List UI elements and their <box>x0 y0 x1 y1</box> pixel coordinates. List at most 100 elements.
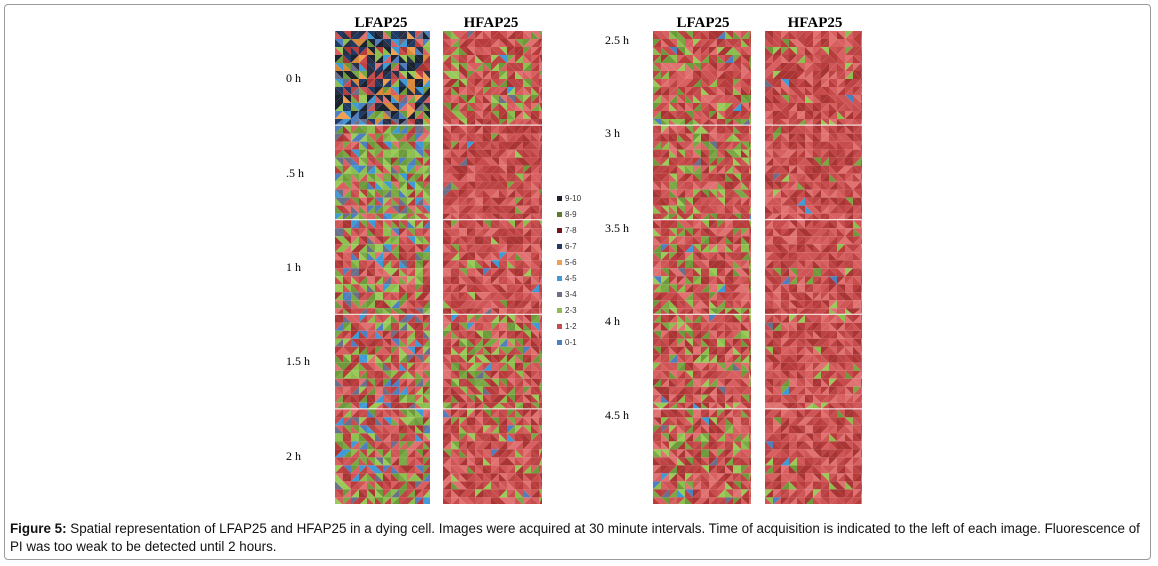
mosaic-tile <box>741 220 749 229</box>
mosaic-tile <box>853 125 861 134</box>
mosaic-tile <box>383 103 391 111</box>
mosaic-tile <box>709 157 717 166</box>
mosaic-tile <box>539 95 542 103</box>
mosaic-tile <box>773 95 781 103</box>
mosaic-tile <box>391 197 399 206</box>
mosaic-tile <box>359 133 367 142</box>
mosaic-tile <box>531 119 539 126</box>
mosaic-tile <box>661 308 669 315</box>
mosaic-tile <box>709 228 717 237</box>
mosaic-tile <box>813 87 821 95</box>
mosaic-tile <box>805 39 813 47</box>
mosaic-tile <box>741 497 749 504</box>
mosaic-tile <box>669 95 677 103</box>
mosaic-tile <box>375 338 383 347</box>
mosaic-tile <box>383 284 391 293</box>
mosaic-tile <box>539 141 542 150</box>
mosaic-tile <box>451 205 459 214</box>
mosaic-tile <box>483 386 491 395</box>
mosaic-tile <box>475 338 483 347</box>
mosaic-tile <box>741 39 749 47</box>
mosaic-tile <box>539 260 542 269</box>
mosaic-tile <box>443 47 451 55</box>
mosaic-tile <box>701 370 709 379</box>
mosaic-tile <box>351 87 359 95</box>
mosaic-tile <box>669 55 677 63</box>
mosaic-tile <box>701 205 709 214</box>
mosaic-tile <box>491 370 499 379</box>
mosaic-tile <box>749 125 751 134</box>
mosaic-tile <box>539 79 542 87</box>
mosaic-tile <box>459 402 467 410</box>
mosaic-tile <box>717 95 725 103</box>
mosaic-tile <box>415 149 423 158</box>
mosaic-tile <box>765 141 773 150</box>
mosaic-tile <box>677 133 685 142</box>
mosaic-tile <box>423 157 430 166</box>
mosaic-tile <box>653 55 661 63</box>
mosaic-tile <box>391 111 399 119</box>
mosaic-tile <box>383 149 391 158</box>
mosaic-tile <box>499 149 507 158</box>
mosaic-tile <box>475 489 483 498</box>
mosaic-tile <box>335 252 343 261</box>
mosaic-tile <box>343 378 351 387</box>
mosaic-tile <box>491 433 499 442</box>
mosaic-tile <box>531 409 539 418</box>
mosaic-tile <box>515 449 523 458</box>
mosaic-tile <box>765 111 773 119</box>
mosaic-tile <box>399 481 407 490</box>
mosaic-tile <box>685 276 693 285</box>
mosaic-tile <box>383 157 391 166</box>
mosaic-tile <box>423 402 430 410</box>
mosaic-tile <box>685 149 693 158</box>
mosaic-tile <box>733 213 741 221</box>
mosaic-tile <box>685 141 693 150</box>
mosaic-tile <box>467 103 475 111</box>
mosaic-tile <box>725 87 733 95</box>
mosaic-tile <box>407 236 415 245</box>
mosaic-tile <box>685 354 693 363</box>
mosaic-tile <box>845 141 853 150</box>
mosaic-tile <box>709 197 717 206</box>
mosaic-tile <box>749 308 751 315</box>
panel-separator <box>653 124 751 126</box>
mosaic-tile <box>491 47 499 55</box>
mosaic-tile <box>399 236 407 245</box>
mosaic-tile <box>749 268 751 277</box>
mosaic-tile <box>523 465 531 474</box>
mosaic-tile <box>797 141 805 150</box>
mosaic-tile <box>741 71 749 79</box>
mosaic-tile <box>531 314 539 323</box>
mosaic-tile <box>781 71 789 79</box>
mosaic-tile <box>383 260 391 269</box>
mosaic-tile <box>491 300 499 309</box>
mosaic-tile <box>407 378 415 387</box>
mosaic-tile <box>523 213 531 221</box>
mosaic-tile <box>805 125 813 134</box>
mosaic-tile <box>467 433 475 442</box>
mosaic-tile <box>415 441 423 450</box>
mosaic-tile <box>733 433 741 442</box>
mosaic-tile <box>685 346 693 355</box>
mosaic-tile <box>693 308 701 315</box>
mosaic-tile <box>813 125 821 134</box>
mosaic-tile <box>861 95 862 103</box>
mosaic-tile <box>515 133 523 142</box>
mosaic-tile <box>443 284 451 293</box>
mosaic-tile <box>661 394 669 403</box>
mosaic-tile <box>653 228 661 237</box>
mosaic-tile <box>725 236 733 245</box>
mosaic-tile <box>685 236 693 245</box>
mosaic-tile <box>499 481 507 490</box>
mosaic-tile <box>391 213 399 221</box>
mosaic-tile <box>443 197 451 206</box>
mosaic-tile <box>491 63 499 71</box>
mosaic-tile <box>507 95 515 103</box>
mosaic-tile <box>733 189 741 198</box>
mosaic-tile <box>507 181 515 190</box>
mosaic-tile <box>351 338 359 347</box>
mosaic-tile <box>335 338 343 347</box>
mosaic-tile <box>459 276 467 285</box>
mosaic-tile <box>717 433 725 442</box>
